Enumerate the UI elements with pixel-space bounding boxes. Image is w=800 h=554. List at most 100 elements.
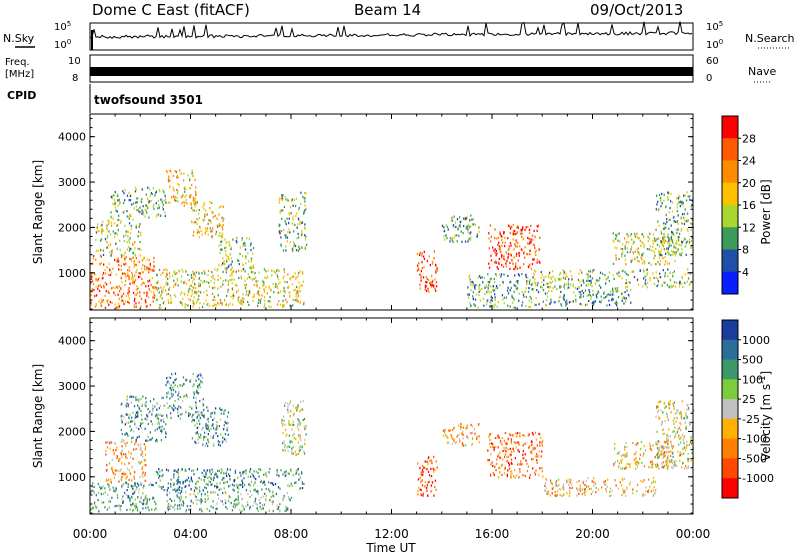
power-echo-cell [612,290,614,293]
power-echo-cell [174,198,176,201]
velocity-echo-cell [683,441,685,444]
velocity-echo-cell [495,446,497,449]
velocity-echo-cell [170,478,172,481]
velocity-echo-cell [130,485,133,488]
power-echo-cell [634,235,637,238]
power-echo-cell [296,299,298,303]
velocity-echo-cell [199,486,201,489]
power-echo-cell [518,299,520,302]
velocity-echo-cell [177,487,179,490]
velocity-echo-cell [462,437,464,440]
velocity-echo-cell [495,462,498,465]
power-echo-cell [664,260,667,263]
velocity-echo-cell [540,436,542,439]
power-echo-cell [514,233,516,236]
power-echo-cell [658,256,660,259]
power-echo-cell [222,283,224,286]
velocity-echo-cell [454,442,457,445]
power-echo-cell [141,209,143,212]
power-echo-cell [213,286,215,289]
velocity-echo-cell [205,482,207,486]
power-echo-cell [490,240,492,243]
velocity-echo-cell [175,490,177,493]
power-echo-cell [181,303,183,306]
velocity-echo-cell [613,463,615,466]
power-echo-cell [657,280,659,283]
velocity-echo-cell [183,502,185,505]
power-echo-cell [664,263,666,266]
velocity-echo-cell [254,497,257,500]
velocity-echo-cell [297,441,300,444]
velocity-echo-cell [530,450,533,453]
velocity-echo-cell [231,483,234,486]
power-echo-cell [267,275,269,278]
power-echo-cell [102,273,104,277]
power-echo-cell [491,246,494,249]
power-echo-cell [687,268,689,271]
power-echo-cell [248,291,250,294]
velocity-echo-cell [453,427,455,430]
velocity-echo-cell [120,468,122,471]
power-echo-cell [90,303,93,306]
power-echo-cell [472,284,474,287]
velocity-echo-cell [665,446,667,449]
velocity-echo-cell [118,480,120,483]
velocity-echo-cell [417,489,419,493]
power-echo-cell [688,195,690,198]
power-echo-cell [499,248,501,251]
velocity-echo-cell [166,414,168,417]
power-echo-cell [163,286,165,289]
power-echo-cell [109,301,111,304]
velocity-echo-cell [284,402,286,405]
velocity-echo-cell [116,455,118,458]
power-echo-cell [134,297,136,300]
power-echo-cell [98,300,100,303]
velocity-echo-cell [161,475,163,478]
power-echo-cell [176,174,178,177]
power-echo-cell [510,244,512,247]
power-echo-cell [133,305,136,308]
power-echo-cell [591,271,594,274]
power-echo-cell [590,279,592,282]
velocity-echo-cell [223,428,225,431]
power-echo-cell [265,286,267,289]
velocity-echo-cell [169,397,171,400]
velocity-echo-cell [175,377,177,381]
power-echo-cell [100,248,102,251]
power-echo-cell [518,254,520,257]
power-echo-cell [203,218,206,221]
power-echo-cell [646,286,648,289]
velocity-echo-cell [492,443,494,446]
velocity-echo-cell [192,469,195,472]
velocity-echo-cell [171,387,174,390]
velocity-echo-cell [220,468,223,471]
velocity-echo-cell [237,484,239,487]
velocity-echo-cell [570,478,572,481]
velocity-echo-cell [166,392,168,395]
velocity-echo-cell [112,486,114,489]
power-echo-cell [690,205,692,208]
power-echo-cell [637,251,639,254]
power-echo-cell [250,257,253,260]
velocity-echo-cell [272,509,274,513]
power-echo-cell [160,286,162,289]
velocity-echo-cell [207,420,210,423]
velocity-echo-cell [170,412,172,415]
velocity-echo-cell [211,468,213,471]
power-echo-cell [514,243,516,246]
power-echo-cell [451,218,453,221]
power-echo-cell [678,237,680,240]
power-echo-cell [680,229,682,232]
velocity-echo-cell [174,384,176,387]
velocity-echo-cell [618,462,621,465]
velocity-echo-cell [144,403,146,406]
velocity-echo-cell [541,450,543,453]
velocity-echo-cell [624,448,626,451]
power-echo-cell [182,298,184,301]
power-echo-cell [474,298,477,301]
velocity-echo-cell [515,432,517,435]
power-echo-cell [458,225,460,228]
velocity-echo-cell [611,489,613,493]
velocity-echo-cell [276,504,278,507]
velocity-echo-cell [663,466,665,469]
